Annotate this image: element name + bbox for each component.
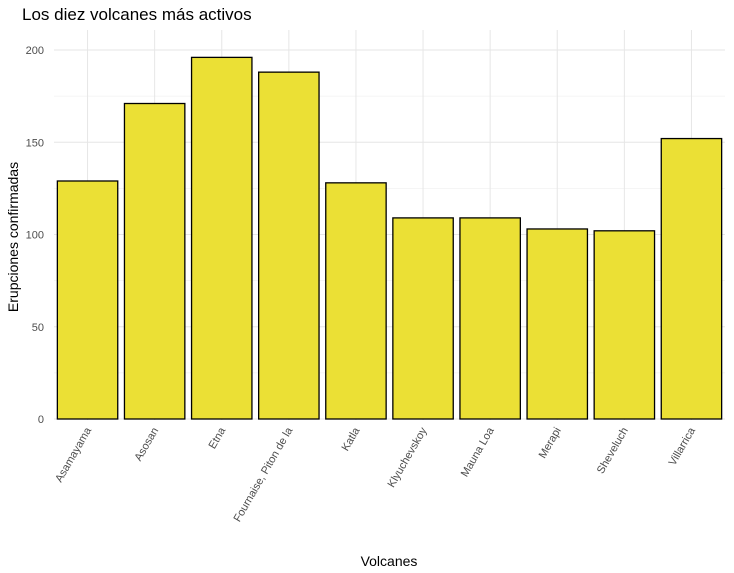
y-tick-label: 0 xyxy=(38,414,44,426)
bar-etna xyxy=(190,56,253,420)
bar-asosan xyxy=(123,102,186,420)
y-tick-label: 100 xyxy=(26,230,44,242)
x-tick-label: Sheveluch xyxy=(595,426,631,476)
x-tick-label: Mauna Loa xyxy=(459,425,497,479)
chart-title: Los diez volcanes más activos xyxy=(22,5,252,24)
bars xyxy=(56,56,723,420)
x-tick-label: Asamayama xyxy=(53,425,94,485)
bar-katla xyxy=(325,182,387,420)
y-tick-label: 200 xyxy=(26,45,44,57)
bar-fournaise-piton-de-la xyxy=(258,71,320,420)
x-tick-label: Etna xyxy=(207,425,229,451)
y-axis-title: Erupciones confirmadas xyxy=(5,162,21,312)
x-tick-label: Katla xyxy=(340,425,363,453)
x-tick-label: Asosan xyxy=(133,426,162,464)
bar-villarrica xyxy=(660,137,723,420)
bar-mauna-loa xyxy=(459,217,521,420)
x-axis-title: Volcanes xyxy=(361,553,418,569)
x-tick-label: Merapi xyxy=(537,426,564,461)
x-tick-label: Villarrica xyxy=(667,425,699,468)
x-axis-ticks: Asamayama Asosan Etna Fournaise, Piton de l… xyxy=(53,425,698,524)
y-tick-label: 50 xyxy=(32,322,44,334)
x-tick-label: Fournaise, Piton de la xyxy=(232,425,296,524)
bar-asamayama xyxy=(56,180,119,420)
bar-merapi xyxy=(526,228,589,420)
bar-sheveluch xyxy=(593,230,656,420)
bar-klyuchevskoy xyxy=(392,217,454,420)
y-axis-ticks: 0 50 100 150 200 xyxy=(26,45,44,426)
y-tick-label: 150 xyxy=(26,137,44,149)
x-tick-label: Klyuchevskoy xyxy=(386,425,430,490)
